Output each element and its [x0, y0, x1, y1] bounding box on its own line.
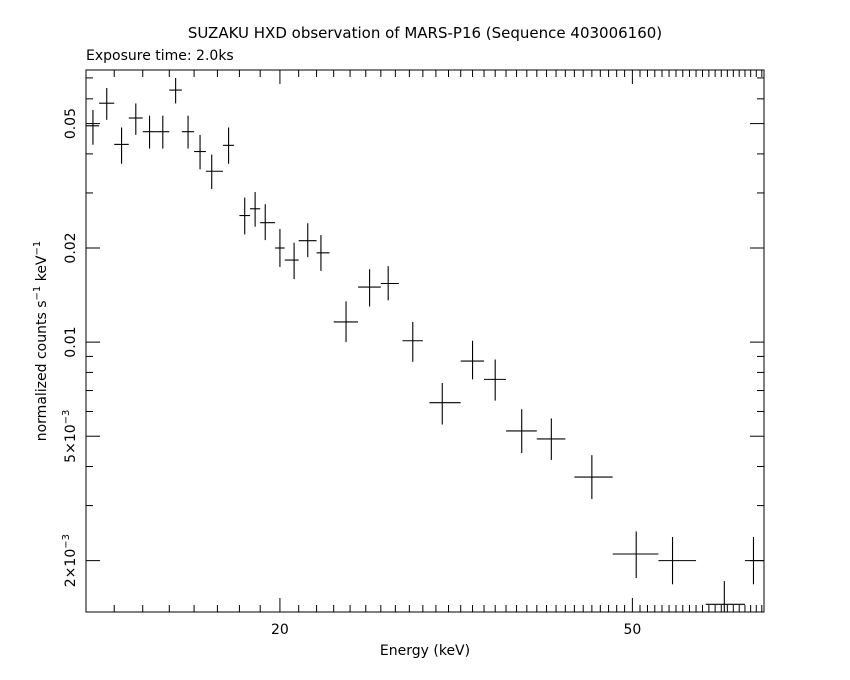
data-point	[536, 418, 566, 460]
y-axis-label-sup2: −1	[32, 241, 43, 256]
y-axis-label-base: normalized counts s	[34, 300, 50, 441]
y-tick-label: 5×10−3	[61, 410, 79, 463]
data-point	[86, 109, 100, 145]
y-tick-label-exponent: −3	[61, 534, 72, 549]
data-point	[249, 192, 261, 227]
plot-frame	[85, 69, 765, 613]
data-point	[260, 204, 276, 241]
data-point	[744, 537, 764, 585]
data-points	[86, 77, 764, 612]
data-point	[612, 531, 659, 578]
y-tick-label: 0.02	[63, 232, 79, 263]
data-point	[333, 301, 358, 343]
data-point	[156, 115, 170, 149]
data-point	[484, 359, 507, 401]
data-point	[429, 383, 461, 425]
data-point	[357, 269, 381, 307]
data-point	[275, 229, 285, 267]
data-point	[181, 115, 195, 149]
data-point	[506, 409, 537, 453]
y-tick-label: 0.05	[63, 108, 79, 139]
data-point	[194, 134, 206, 170]
x-axis-label: Energy (keV)	[380, 643, 470, 659]
data-point	[298, 223, 317, 258]
data-point	[402, 321, 423, 362]
y-tick-label: 2×10−3	[61, 534, 79, 587]
y-axis-label: normalized counts s−1 keV−1	[32, 241, 50, 442]
data-point	[142, 115, 157, 149]
data-point	[223, 127, 235, 164]
y-tick-label: 0.01	[63, 327, 79, 358]
data-point	[705, 581, 745, 612]
data-point	[380, 266, 399, 301]
axis-ticks: 20 500.050.020.015×10−32×10−3	[61, 70, 764, 638]
data-point	[574, 455, 613, 499]
data-point	[114, 127, 129, 164]
y-tick-label-mantissa: 5×10	[63, 424, 79, 462]
data-point	[205, 154, 224, 189]
data-point	[169, 77, 182, 104]
data-point	[658, 537, 697, 585]
y-axis-label-sup1: −1	[32, 286, 43, 301]
data-point	[284, 242, 299, 280]
data-point	[99, 87, 115, 120]
chart-title: SUZAKU HXD observation of MARS-P16 (Sequ…	[188, 24, 662, 42]
x-tick-label: 20	[271, 622, 289, 638]
x-tick-label: 50	[623, 622, 641, 638]
data-point	[460, 340, 485, 380]
data-point	[316, 235, 330, 271]
y-axis-label-mid: keV	[34, 255, 50, 286]
chart-subtitle: Exposure time: 2.0ks	[86, 48, 234, 64]
data-point	[239, 197, 250, 235]
data-point	[128, 103, 143, 135]
y-tick-label-exponent: −3	[61, 410, 72, 425]
y-tick-label-mantissa: 2×10	[63, 549, 79, 587]
